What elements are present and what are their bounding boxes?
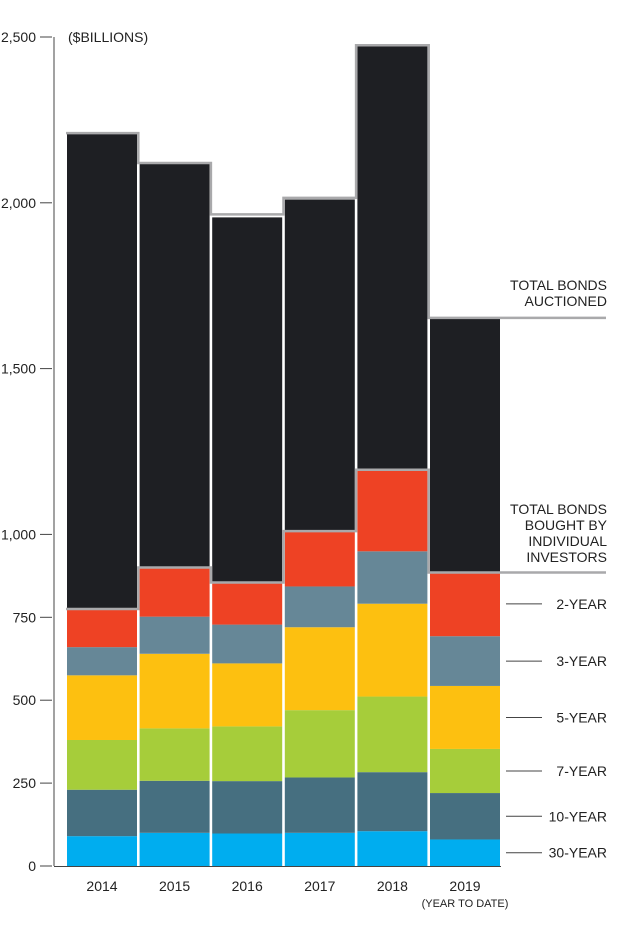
series-label-7-year: 7-YEAR: [556, 763, 607, 779]
bar-segment-30-year-2015: [139, 832, 210, 866]
y-axis: 0 250 500 750 1,000 1,500 2,000 2,500 ($BILLIONS…: [1, 29, 148, 874]
x-tick-label-2015: 2015: [159, 878, 190, 894]
bar-segment-30-year-2018: [357, 831, 428, 866]
x-tick-label-2014: 2014: [86, 878, 117, 894]
total-individual-label-line-4: INVESTORS: [526, 549, 607, 565]
bar-segment-other-2016: [212, 217, 283, 583]
individual-investors-outline: [66, 468, 606, 611]
bar-segment-7-year-2019: [430, 748, 500, 794]
bar-segment-2-year-2019: [430, 571, 500, 637]
x-tick-label-2017: 2017: [304, 878, 335, 894]
bar-segment-5-year-2019: [430, 685, 500, 749]
bar-segment-3-year-2015: [139, 616, 210, 654]
bar-segment-2-year-2018: [357, 469, 428, 552]
bar-segment-3-year-2018: [357, 551, 428, 604]
bar-segment-other-2017: [284, 199, 355, 532]
series-label-3-year: 3-YEAR: [556, 653, 607, 669]
total-individual-label-line-3: INDIVIDUAL: [528, 533, 607, 549]
bar-segment-30-year-2017: [284, 832, 355, 866]
y-tick-label: 750: [13, 609, 37, 625]
bar-segment-30-year-2014: [67, 836, 137, 866]
bar-segment-3-year-2016: [212, 624, 283, 664]
unit-label: ($BILLIONS): [68, 29, 148, 45]
x-axis: 2014 2015 2016 2017 2018 2019 (YEAR TO DATE): [54, 866, 509, 910]
y-tick-label: 500: [13, 692, 37, 708]
bar-segment-2-year-2017: [284, 531, 355, 587]
outlines-layer: [66, 44, 606, 611]
bar-segment-10-year-2014: [67, 789, 137, 837]
total-auctioned-label-line-2: AUCTIONED: [525, 293, 607, 309]
bar-segment-2-year-2014: [67, 609, 137, 648]
bar-segment-other-2019: [430, 317, 500, 572]
bar-segment-10-year-2016: [212, 781, 283, 834]
x-tick-label-2016: 2016: [232, 878, 263, 894]
bar-segment-5-year-2015: [139, 653, 210, 729]
bar-segment-5-year-2014: [67, 675, 137, 740]
bar-segment-2-year-2016: [212, 582, 283, 625]
y-tick-label: 2,000: [1, 195, 36, 211]
bar-segment-7-year-2018: [357, 696, 428, 773]
series-label-5-year: 5-YEAR: [556, 709, 607, 725]
y-tick-label: 2,500: [1, 29, 36, 45]
y-tick-label: 0: [28, 858, 36, 874]
bar-segment-3-year-2017: [284, 586, 355, 628]
total-auctioned-label-line-1: TOTAL BONDS: [510, 277, 607, 293]
y-tick-label: 1,500: [1, 361, 36, 377]
bar-segment-7-year-2016: [212, 726, 283, 782]
x-tick-label-2019: 2019: [449, 878, 480, 894]
auctioned-outline: [66, 44, 606, 320]
bar-segment-7-year-2014: [67, 739, 137, 790]
bar-segment-10-year-2017: [284, 777, 355, 833]
bar-segment-2-year-2015: [139, 567, 210, 617]
bar-segment-7-year-2017: [284, 710, 355, 778]
bar-segment-5-year-2018: [357, 603, 428, 697]
bar-segment-3-year-2019: [430, 636, 500, 686]
bar-segment-5-year-2017: [284, 627, 355, 711]
total-individual-label-line-2: BOUGHT BY: [525, 517, 608, 533]
bar-segment-10-year-2019: [430, 793, 500, 840]
x-tick-note-2019: (YEAR TO DATE): [422, 898, 509, 910]
bar-segment-10-year-2018: [357, 772, 428, 832]
bar-segment-other-2014: [67, 133, 137, 610]
bar-segment-other-2015: [139, 163, 210, 568]
annotations-layer: 30-YEAR 10-YEAR 7-YEAR 5-YEAR 3-YEAR 2-YEAR TO…: [506, 277, 608, 861]
bar-segment-30-year-2016: [212, 833, 283, 866]
bars-layer: [67, 45, 500, 866]
y-tick-label: 250: [13, 775, 37, 791]
bar-segment-7-year-2015: [139, 728, 210, 781]
y-tick-label: 1,000: [1, 526, 36, 542]
series-label-10-year: 10-YEAR: [549, 808, 607, 824]
x-tick-label-2018: 2018: [377, 878, 408, 894]
bar-segment-5-year-2016: [212, 663, 283, 727]
bar-segment-10-year-2015: [139, 780, 210, 833]
bar-segment-30-year-2019: [430, 839, 500, 866]
series-label-30-year: 30-YEAR: [549, 845, 607, 861]
series-label-2-year: 2-YEAR: [556, 596, 607, 612]
total-individual-label-line-1: TOTAL BONDS: [510, 501, 607, 517]
bar-segment-other-2018: [357, 45, 428, 470]
bar-segment-3-year-2014: [67, 647, 137, 676]
